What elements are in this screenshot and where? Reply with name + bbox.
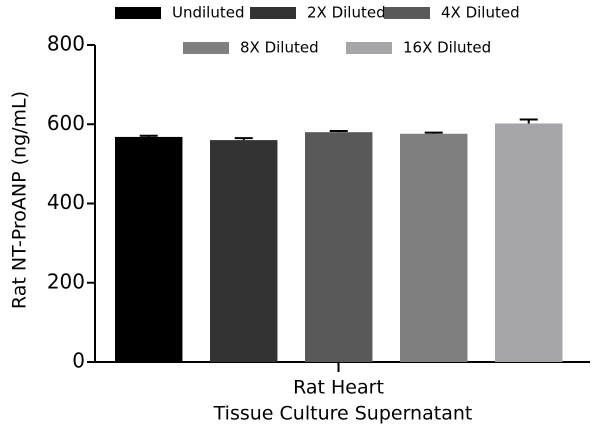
error-bar [234, 137, 253, 141]
legend-swatch [115, 7, 161, 19]
bar [495, 123, 563, 363]
bar [210, 140, 278, 362]
error-bar [139, 134, 158, 137]
x-axis-label: Tissue Culture Supernatant [213, 403, 473, 425]
legend-label: 4X Diluted [441, 4, 520, 22]
y-tick-label: 200 [47, 269, 85, 293]
bar [400, 133, 468, 362]
x-tick-label: Rat Heart [293, 377, 384, 399]
y-tick-label: 0 [72, 349, 85, 373]
legend-label: 8X Diluted [240, 39, 319, 57]
legend-swatch [183, 42, 229, 54]
legend-label: Undiluted [172, 4, 244, 22]
legend-swatch [384, 7, 430, 19]
error-bar [424, 131, 443, 134]
legend-swatch [250, 7, 296, 19]
bar [305, 132, 373, 362]
y-tick-label: 600 [47, 111, 85, 135]
y-axis-label: Rat NT-ProANP (ng/mL) [9, 91, 31, 309]
legend-swatch [346, 42, 392, 54]
error-bar [329, 129, 348, 133]
legend-label: 2X Diluted [307, 4, 386, 22]
error-bar [519, 118, 538, 124]
legend-label: 16X Diluted [403, 39, 491, 57]
bar [115, 136, 183, 362]
y-tick-label: 800 [47, 32, 85, 56]
y-tick-label: 400 [47, 190, 85, 214]
